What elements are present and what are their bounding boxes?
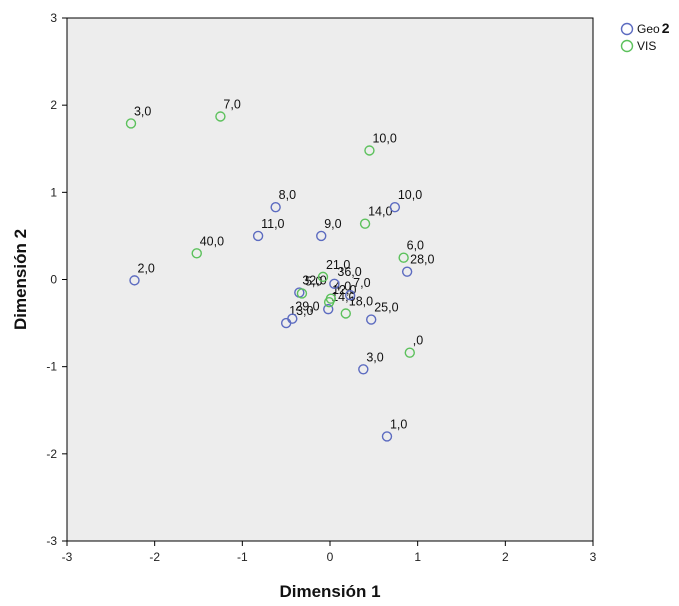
geo-point <box>401 266 413 277</box>
vis-point <box>215 111 226 122</box>
x-tick-label: 1 <box>414 550 421 564</box>
geo-point-label: 32,0 <box>302 274 326 288</box>
y-axis-title: Dimensión 2 <box>11 229 30 330</box>
vis-point-label: 5,0 <box>305 274 322 288</box>
data-points <box>125 111 415 442</box>
geo-point-label: 25,0 <box>374 301 398 315</box>
legend-label-geo: Geo 2 <box>637 20 670 36</box>
x-tick-label: -3 <box>62 550 73 564</box>
y-tick-label: -1 <box>46 360 57 374</box>
vis-point-label: 40,0 <box>200 234 224 248</box>
legend-marker-vis <box>620 39 634 53</box>
geo-point <box>344 289 356 301</box>
legend: Geo 2 VIS <box>620 20 670 53</box>
geo-point-label: 8,0 <box>279 188 296 202</box>
legend-marker-geo <box>620 22 634 36</box>
y-tick-label: 3 <box>50 11 57 25</box>
geo-point <box>280 317 292 329</box>
geo-point <box>358 364 369 375</box>
y-tick-label: 2 <box>50 98 57 112</box>
vis-point-label: 3,0 <box>134 104 151 118</box>
x-tick-label: 3 <box>590 550 597 564</box>
vis-point-label: 21,0 <box>326 258 350 272</box>
geo-point <box>270 201 281 213</box>
geo-point-label: 9,0 <box>324 217 341 231</box>
vis-point <box>296 288 308 299</box>
geo-point-label: 14,0 <box>331 290 355 304</box>
y-tick-label: 0 <box>50 273 57 287</box>
y-tick-label: -2 <box>46 447 57 461</box>
y-tick-label: 1 <box>50 185 57 199</box>
vis-point-label: 14,0 <box>368 205 392 219</box>
geo-point <box>381 431 393 442</box>
point-labels: 2,0 8,0 11,0 9,0 10,0 28,0 36,0 32,0 7,0 25,0 14,0… <box>134 97 435 431</box>
vis-point-label: 18,0 <box>349 294 373 308</box>
vis-point-label: 6,0 <box>407 239 424 253</box>
vis-point <box>359 218 371 229</box>
x-tick-label: -2 <box>149 550 160 564</box>
vis-point-label: 10,0 <box>372 131 396 145</box>
geo-point <box>389 201 401 213</box>
geo-point-label: 10,0 <box>398 188 422 202</box>
y-tick-label: -3 <box>46 534 57 548</box>
geo-point-label: 28,0 <box>410 253 434 267</box>
geo-point-label: 2,0 <box>138 261 155 275</box>
geo-point <box>323 303 334 315</box>
geo-point-label: 7,0 <box>353 276 370 290</box>
geo-point <box>366 314 377 325</box>
geo-point <box>316 230 327 242</box>
vis-point <box>317 271 329 283</box>
geo-point-label: 11,0 <box>261 217 284 231</box>
vis-point <box>404 347 415 358</box>
geo-point-label: 13,0 <box>289 304 313 318</box>
geo-point <box>129 275 140 286</box>
vis-point <box>191 248 202 259</box>
geo-point-label: 3,0 <box>366 350 383 364</box>
x-axis-title: Dimensión 1 <box>279 582 380 601</box>
vis-point <box>125 118 137 129</box>
vis-point <box>364 145 375 156</box>
geo-point <box>252 230 264 242</box>
axis-ticks: -3 -2 -1 0 1 2 3 3 2 1 0 -1 -2 -3 <box>46 11 596 564</box>
vis-point <box>340 308 351 319</box>
vis-point-label: ,0 <box>413 334 423 348</box>
x-tick-label: 2 <box>502 550 509 564</box>
geo-point-label: 36,0 <box>337 265 361 279</box>
geo-point <box>329 278 340 290</box>
plot-area <box>66 17 594 542</box>
x-tick-label: -1 <box>237 550 248 564</box>
legend-label-vis: VIS <box>637 39 656 53</box>
vis-point <box>323 296 335 308</box>
vis-point-label: 7,0 <box>223 97 240 111</box>
geo-point-label: 1,0 <box>390 417 407 431</box>
geo-point-label: 29,0 <box>295 300 319 314</box>
x-tick-label: 0 <box>327 550 334 564</box>
vis-point <box>398 252 409 263</box>
